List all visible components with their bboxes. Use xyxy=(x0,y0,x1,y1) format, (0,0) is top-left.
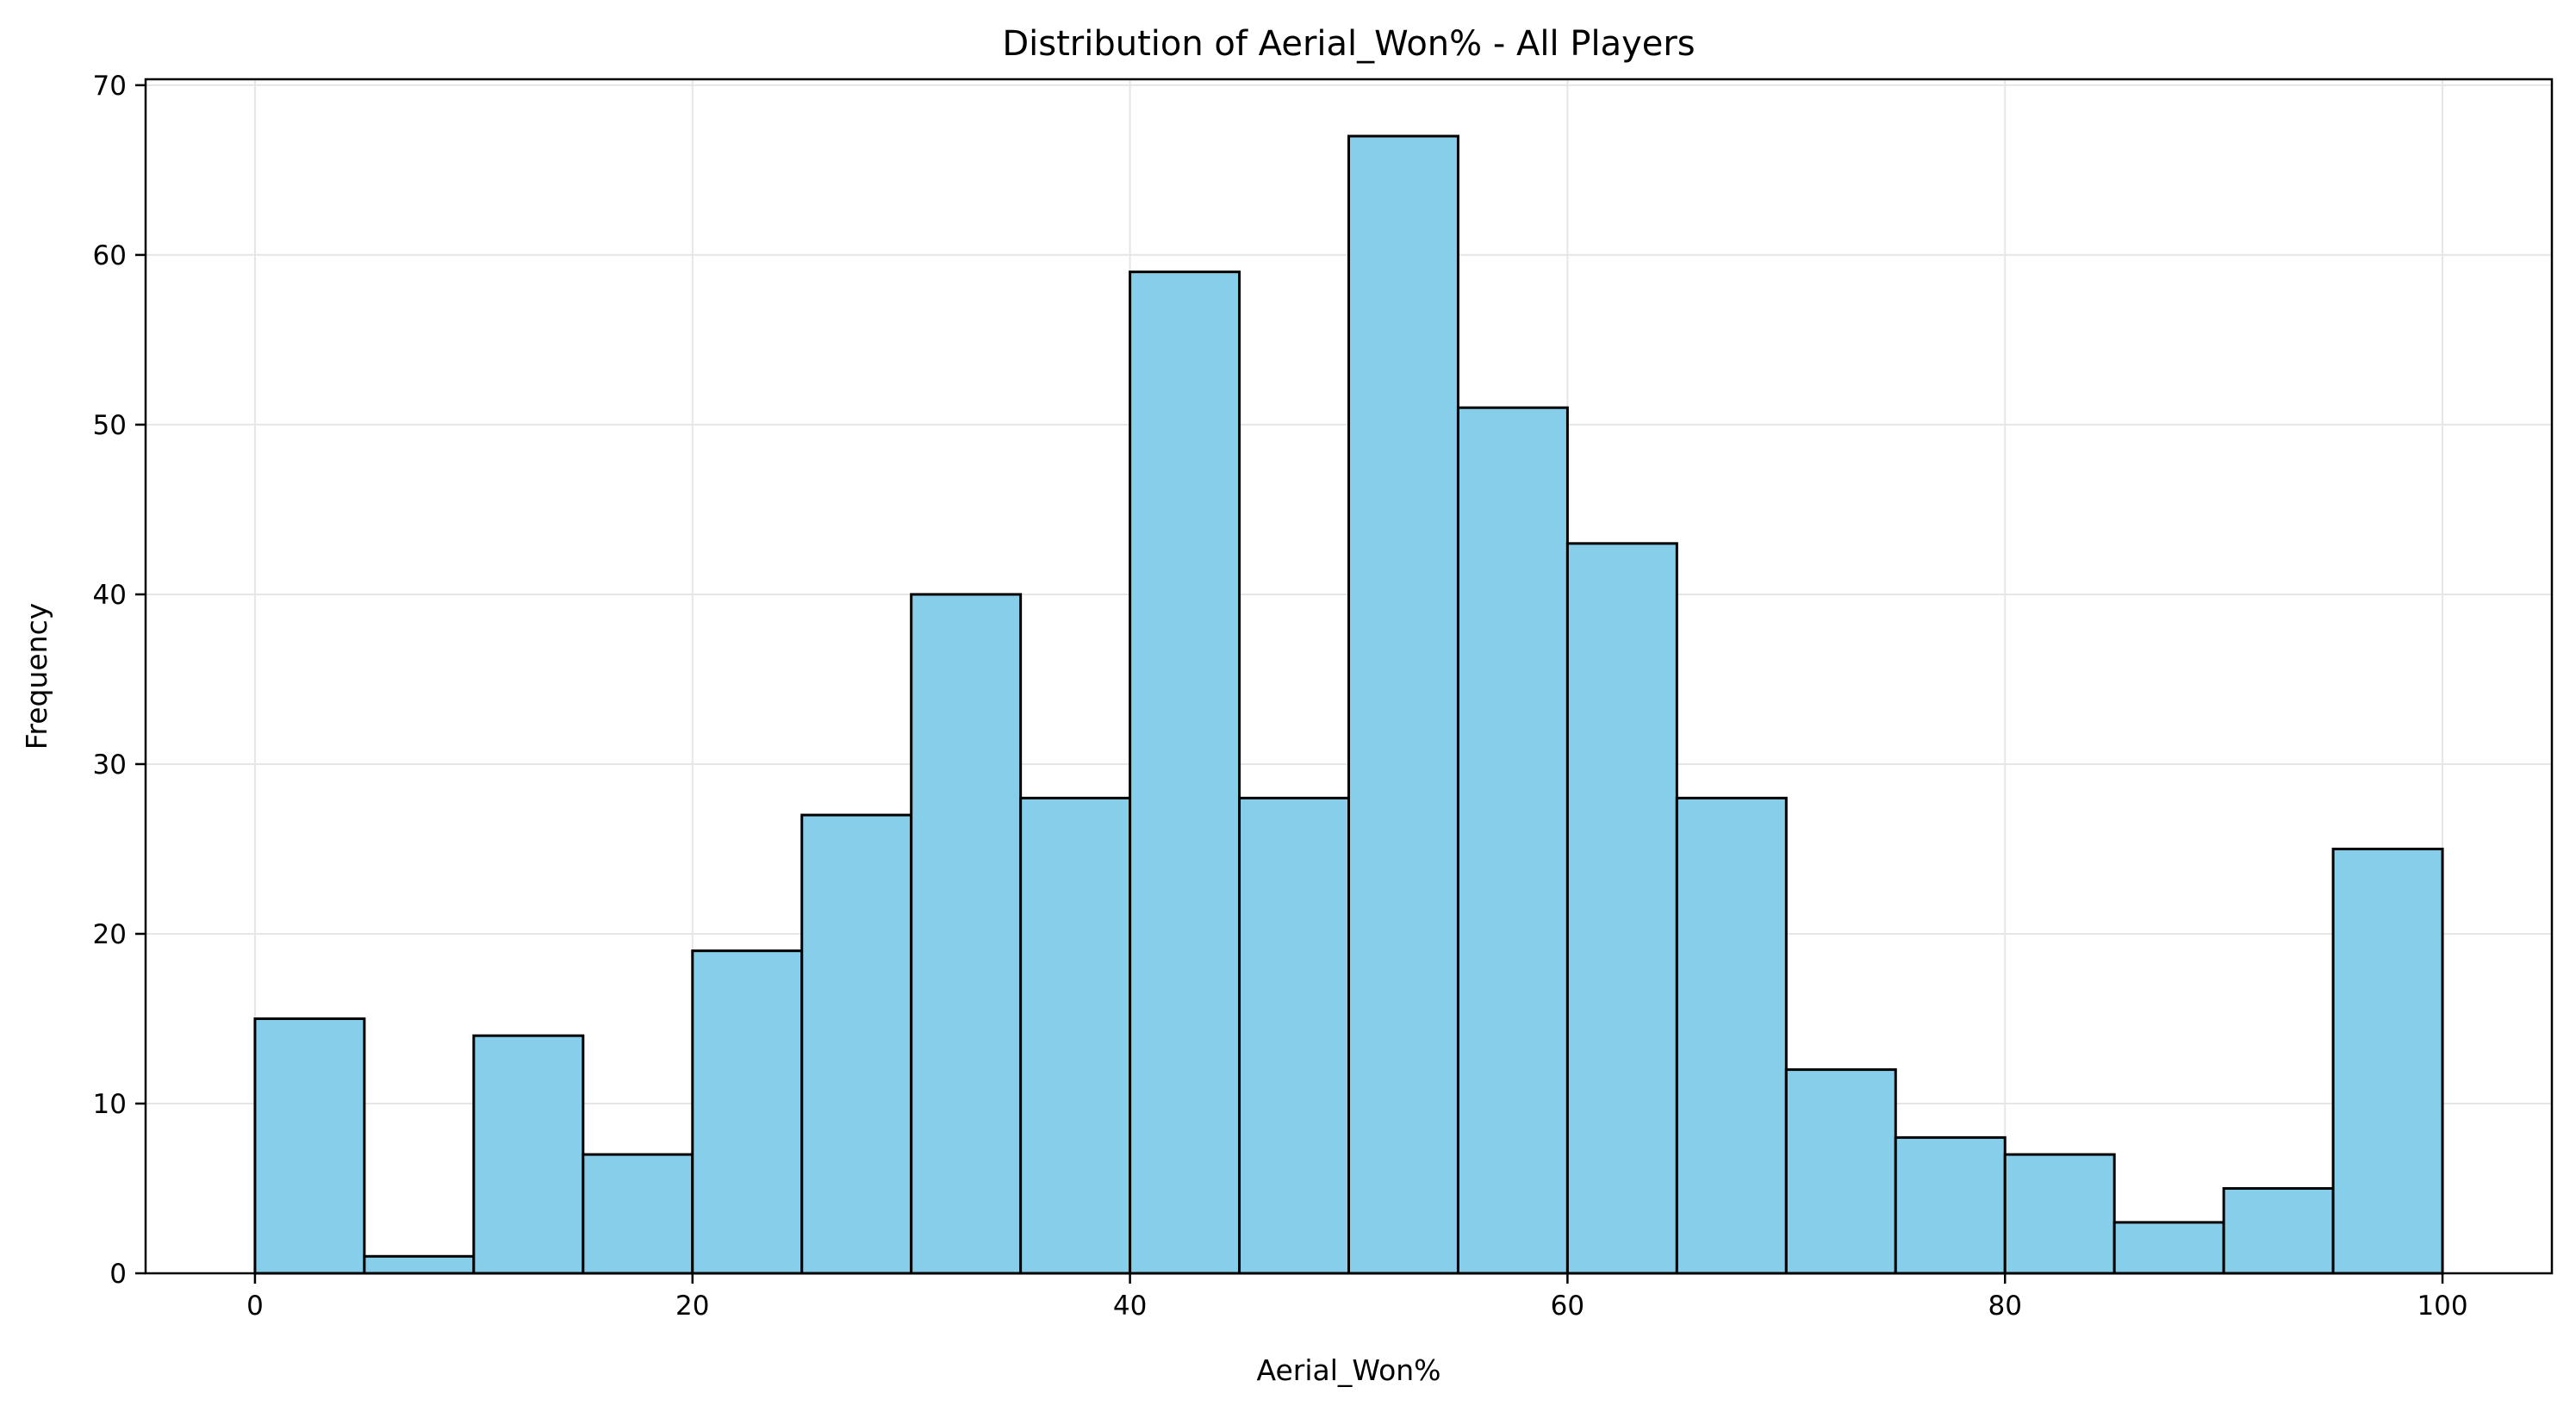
y-axis-ticks: 0 10 20 30 40 50 60 70 xyxy=(93,71,146,1290)
histogram-bar xyxy=(582,1153,694,1275)
x-tick-label: 40 xyxy=(1113,1291,1147,1322)
histogram-bar xyxy=(2112,1221,2225,1275)
histogram-bar xyxy=(472,1034,585,1275)
plot-area-frame xyxy=(144,78,2554,1275)
histogram-bar xyxy=(1347,134,1459,1275)
y-tick-label: 0 xyxy=(109,1259,127,1290)
x-tick-label: 0 xyxy=(246,1291,264,1322)
histogram-bar xyxy=(1894,1135,2007,1275)
histogram-bar xyxy=(1456,406,1569,1275)
histogram-bar xyxy=(363,1254,476,1275)
histogram-bar xyxy=(1675,796,1788,1275)
x-tick-label: 80 xyxy=(1988,1291,2022,1322)
histogram-bar xyxy=(1129,271,1241,1275)
y-tick-label: 30 xyxy=(93,750,127,781)
x-tick-label: 100 xyxy=(2417,1291,2467,1322)
histogram-bar xyxy=(1019,796,1132,1275)
histogram-bar xyxy=(1565,542,1678,1275)
y-tick-label: 50 xyxy=(93,410,127,441)
y-tick-label: 10 xyxy=(93,1089,127,1120)
x-axis-label: Aerial_Won% xyxy=(1256,1353,1440,1387)
y-tick-label: 40 xyxy=(93,580,127,611)
histogram-bar xyxy=(691,949,804,1275)
histogram-bar xyxy=(2222,1186,2335,1275)
histogram-bar xyxy=(1238,796,1350,1275)
x-axis-ticks: 0 20 40 60 80 100 xyxy=(246,1273,2468,1322)
x-tick-label: 20 xyxy=(675,1291,709,1322)
histogram-bars xyxy=(253,134,2444,1275)
histogram-bar xyxy=(910,593,1023,1275)
histogram-bar xyxy=(1784,1068,1897,1275)
x-tick-label: 60 xyxy=(1551,1291,1584,1322)
y-tick-label: 20 xyxy=(93,919,127,950)
histogram-bar xyxy=(800,813,913,1275)
histogram-bar xyxy=(2331,847,2444,1275)
chart-title: Distribution of Aerial_Won% - All Player… xyxy=(1002,24,1695,64)
histogram-bar xyxy=(2003,1153,2116,1275)
y-tick-label: 70 xyxy=(93,71,127,102)
y-axis-label: Frequency xyxy=(20,603,53,750)
y-tick-label: 60 xyxy=(93,240,127,271)
histogram-bar xyxy=(253,1017,366,1275)
